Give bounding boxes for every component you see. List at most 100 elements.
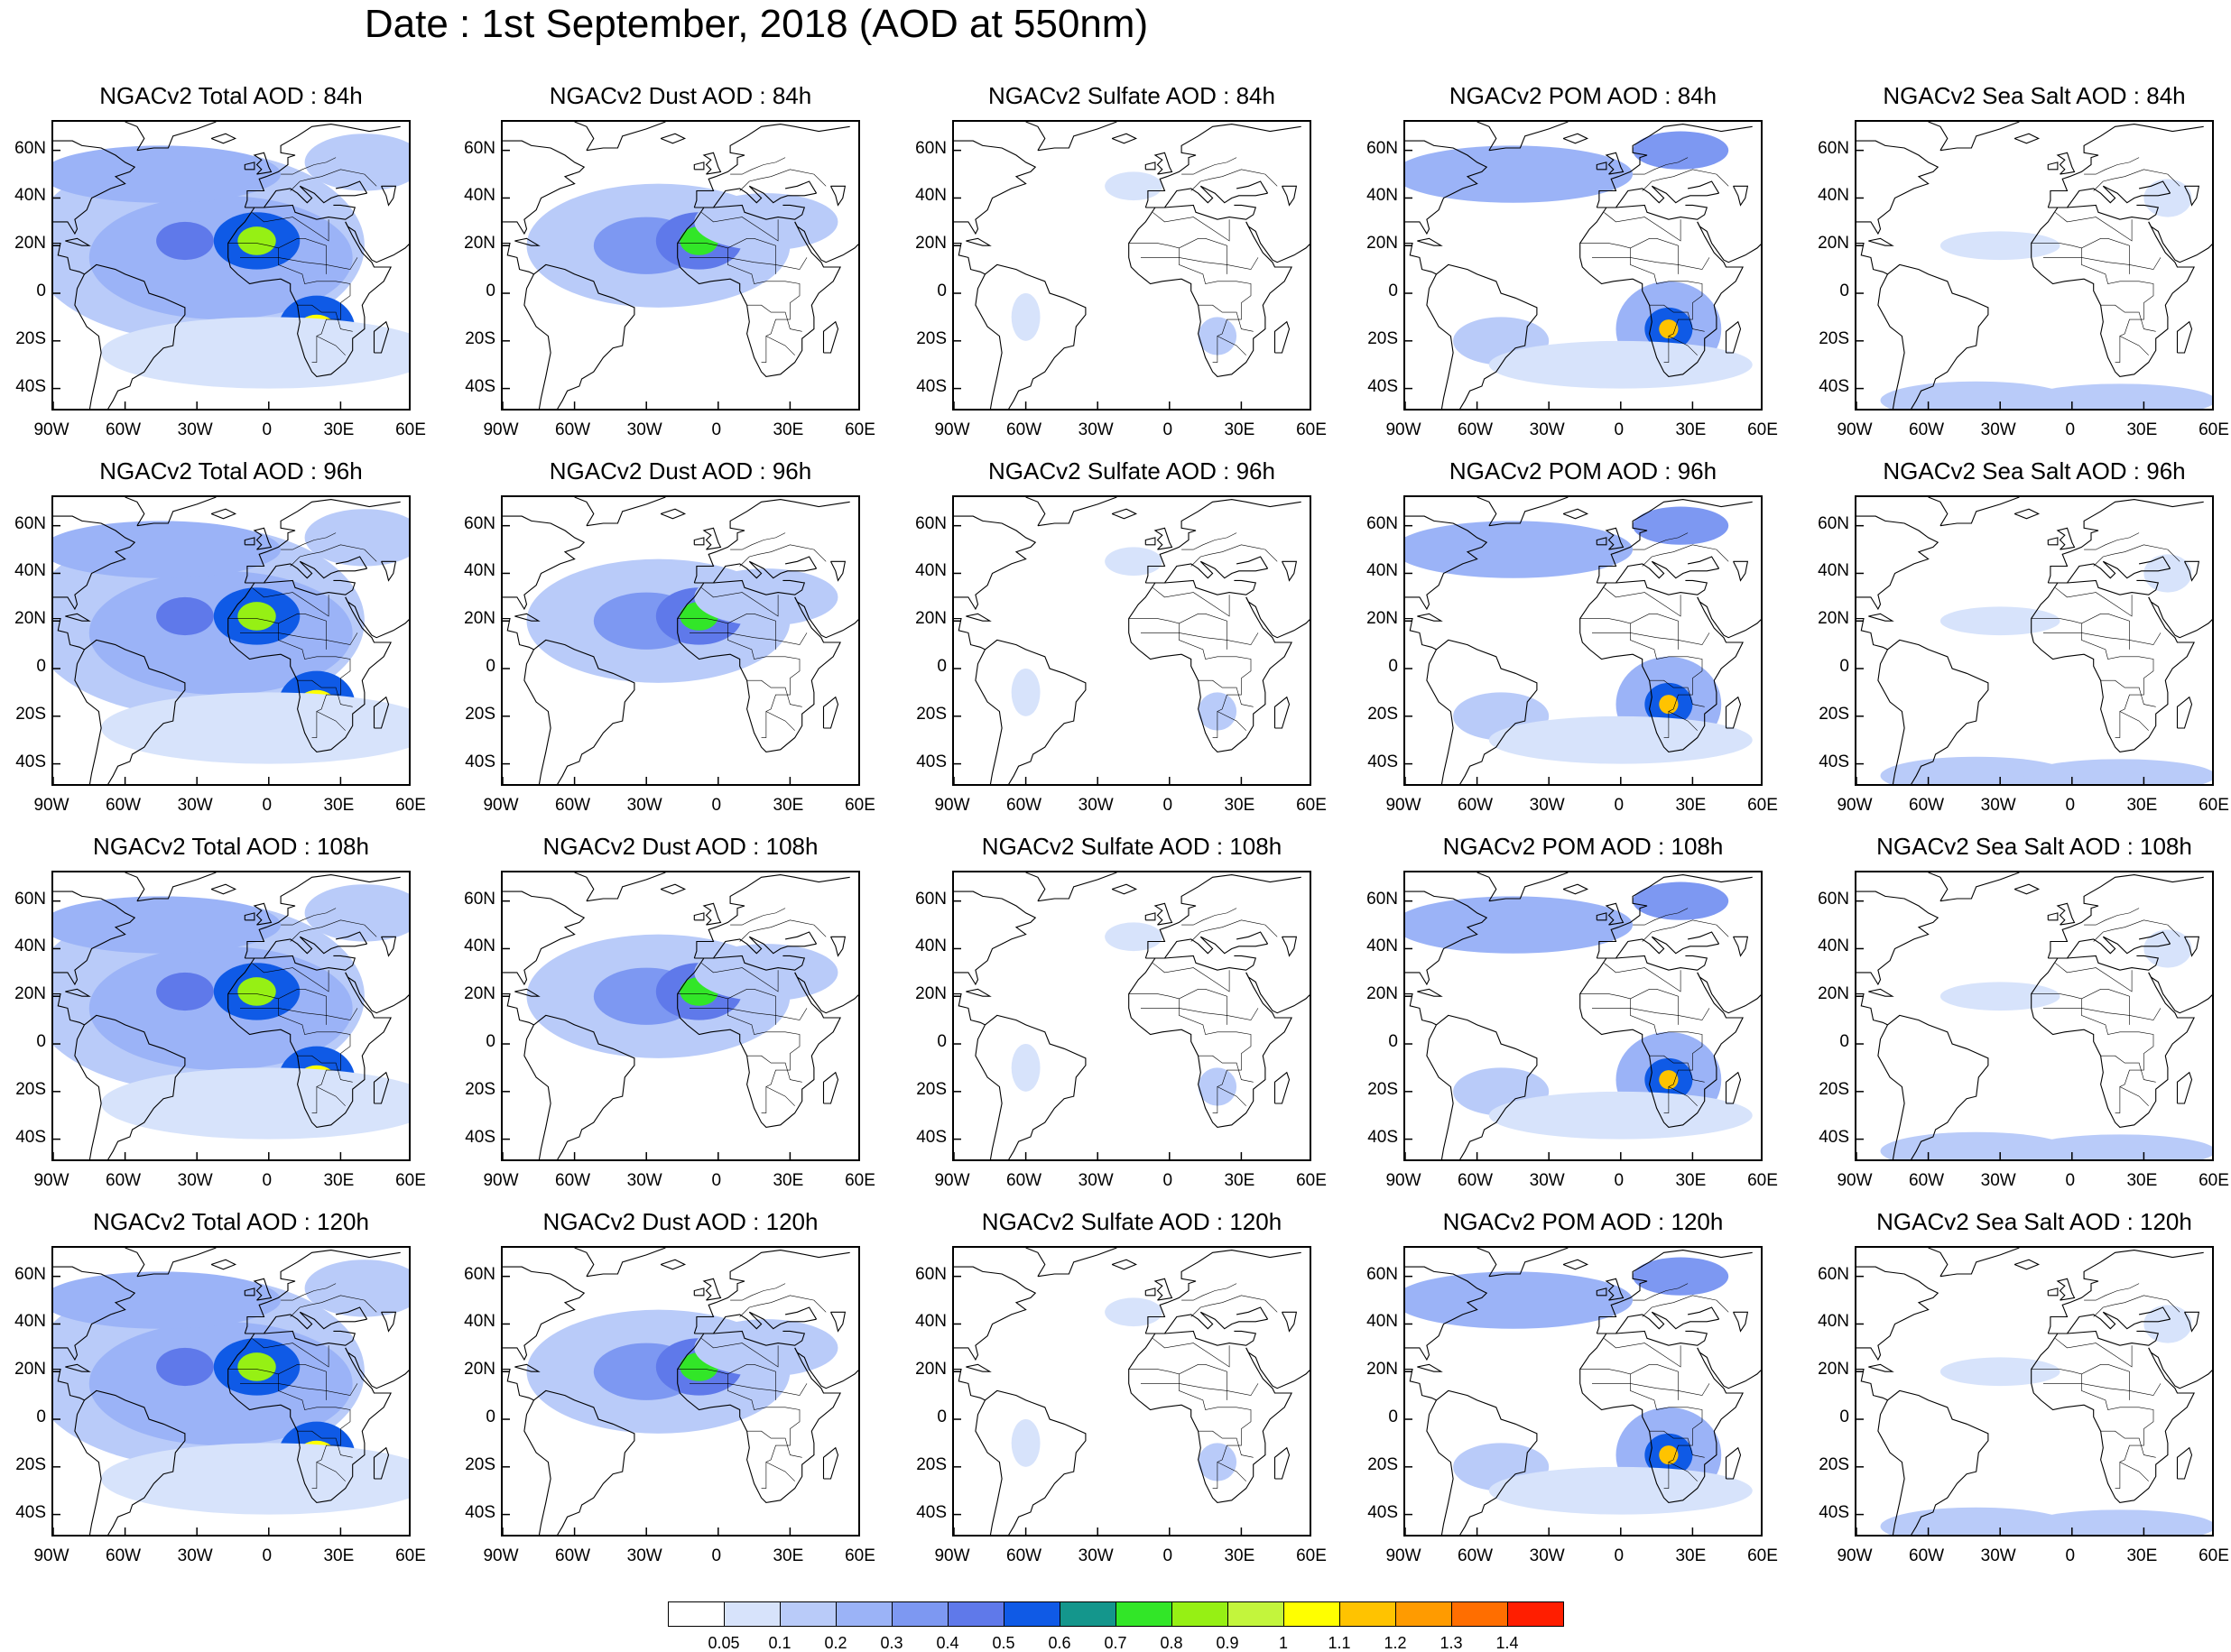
colorbar-label: 0.4 <box>936 1634 959 1652</box>
country-border <box>1179 247 1252 355</box>
coastline <box>794 596 858 639</box>
coastline <box>1025 1248 1046 1277</box>
coastline <box>1877 273 1905 409</box>
country-border <box>240 257 358 270</box>
aod-field <box>1488 340 1753 389</box>
coastline <box>2031 207 2195 377</box>
colorbar-label: 1 <box>1278 1634 1288 1652</box>
lon-label: 0 <box>1162 1171 1173 1190</box>
coastline <box>2148 596 2212 639</box>
coastline <box>702 1278 722 1301</box>
lon-label: 60E <box>845 420 875 439</box>
aod-field <box>1011 1044 1041 1092</box>
coastline <box>1128 1333 1292 1503</box>
lon-label: 0 <box>711 420 722 439</box>
lon-label: 30W <box>177 1171 213 1190</box>
lon-label: 30E <box>323 796 355 815</box>
coastline <box>84 263 186 409</box>
coastline <box>784 556 818 569</box>
coastline <box>1273 1071 1291 1104</box>
lon-label: 30E <box>773 796 804 815</box>
coastline <box>1856 243 1888 275</box>
colorbar-label: 1.1 <box>1328 1634 1351 1652</box>
coastline <box>1111 508 1138 520</box>
lat-label: 20N <box>1818 1360 1849 1380</box>
country-border <box>1128 989 1227 1025</box>
lon-label: 60E <box>1747 1171 1778 1190</box>
lat-label: 40N <box>14 186 46 206</box>
aod-field <box>156 1347 214 1387</box>
coastline <box>1145 560 1268 584</box>
coastline <box>1273 320 1291 354</box>
coastline <box>136 497 217 527</box>
aod-field <box>2023 383 2212 409</box>
lon-label: 90W <box>33 796 69 815</box>
coastline <box>373 696 390 729</box>
coastline <box>2176 1446 2193 1480</box>
coastline <box>693 1250 850 1334</box>
coastline <box>2138 180 2171 194</box>
lon-label: 0 <box>1614 420 1625 439</box>
lat-label: 40N <box>915 561 947 581</box>
coastline <box>822 320 839 354</box>
map-panel <box>51 871 411 1161</box>
coastline <box>1153 902 1173 926</box>
lat-label: 40N <box>1366 561 1398 581</box>
aod-field <box>304 509 409 567</box>
coastline <box>1025 122 1046 151</box>
lon-label: 60W <box>106 796 142 815</box>
colorbar-label: 0.3 <box>880 1634 903 1652</box>
lon-label: 0 <box>262 420 273 439</box>
coastline <box>2148 972 2212 1014</box>
lon-label: 60E <box>2199 1171 2229 1190</box>
coastline <box>784 1306 818 1320</box>
coastline <box>1153 152 1173 175</box>
country-border <box>252 587 329 617</box>
lon-label: 0 <box>2065 1171 2076 1190</box>
lat-label: 20S <box>1819 1079 1849 1099</box>
lat-label: 40S <box>15 376 46 396</box>
lon-label: 60W <box>555 796 591 815</box>
country-border <box>2055 1338 2133 1368</box>
aod-map <box>53 497 409 784</box>
aod-field <box>237 977 276 1006</box>
lat-label: 40N <box>14 937 46 956</box>
aod-field <box>1488 1466 1753 1515</box>
coastline <box>1405 515 1488 611</box>
coastline <box>2047 1287 2059 1297</box>
colorbar-swatch <box>1451 1601 1508 1627</box>
coastline <box>244 162 255 171</box>
country-border <box>1633 157 1689 175</box>
lon-label: 60E <box>1296 1546 1327 1565</box>
coastline <box>1687 1306 1720 1320</box>
coastline <box>2067 1330 2160 1346</box>
lat-label: 40N <box>464 1312 495 1332</box>
aod-field <box>1011 1419 1041 1467</box>
coastline <box>523 273 551 409</box>
lat-label: 60N <box>14 513 46 533</box>
country-border <box>1198 679 1254 707</box>
coastline <box>586 872 666 902</box>
lat-label: 60N <box>915 138 947 158</box>
coastline <box>784 931 818 945</box>
lat-label: 0 <box>486 657 495 677</box>
coastline <box>1417 1363 1443 1372</box>
lat-label: 20S <box>15 328 46 348</box>
lat-label: 40S <box>1819 1127 1849 1147</box>
aod-field <box>1659 695 1679 715</box>
figure-title: Date : 1st September, 2018 (AOD at 550nm… <box>364 2 1149 46</box>
coastline <box>1426 649 1454 784</box>
country-border <box>2055 963 2133 992</box>
country-border <box>2031 1364 2130 1400</box>
aod-field <box>1633 131 1729 170</box>
colorbar-swatch <box>1395 1601 1452 1627</box>
coastline <box>1405 1266 1488 1361</box>
lon-label: 60E <box>1747 796 1778 815</box>
coastline <box>1164 579 1257 595</box>
aod-field <box>101 317 409 389</box>
country-border <box>1633 1283 1689 1301</box>
coastline <box>1596 162 1607 171</box>
lon-label: 60W <box>1006 1171 1042 1190</box>
lat-label: 40S <box>916 376 947 396</box>
country-border <box>2043 257 2162 270</box>
